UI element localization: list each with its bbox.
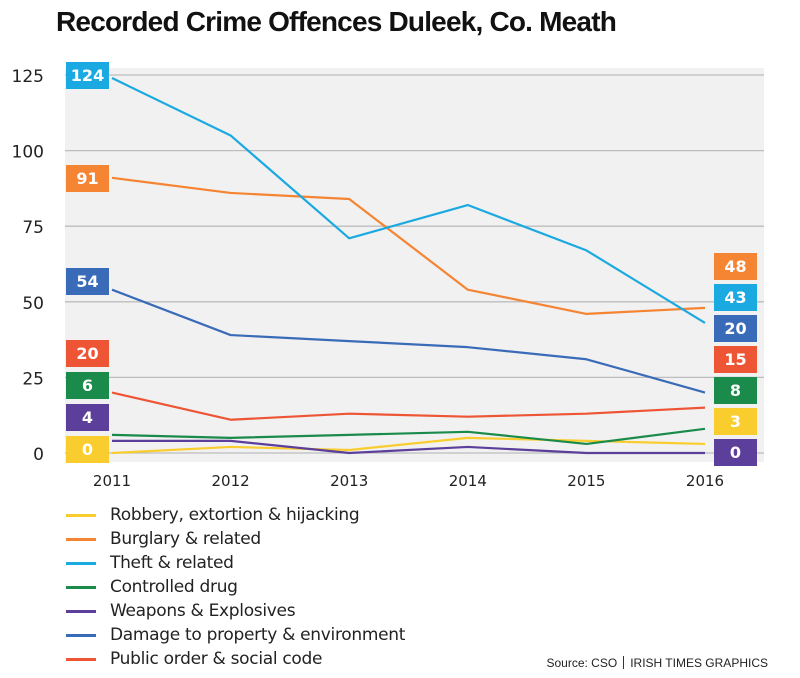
plot-background <box>65 68 764 462</box>
value-label-text: 43 <box>724 288 746 307</box>
separator <box>623 656 625 669</box>
legend-item: Public order & social code <box>66 647 405 671</box>
legend-swatch <box>66 537 96 541</box>
y-tick-label: 25 <box>22 369 44 389</box>
legend-item: Weapons & Explosives <box>66 599 405 623</box>
legend-label: Robbery, extortion & hijacking <box>110 505 360 525</box>
legend-swatch <box>66 561 96 565</box>
x-tick-label: 2013 <box>330 472 368 490</box>
x-axis-ticks: 2011 2012 2013 2014 2015 2016 <box>93 472 724 490</box>
x-tick-label: 2015 <box>567 472 605 490</box>
value-label-text: 54 <box>76 272 98 291</box>
x-tick-label: 2012 <box>212 472 250 490</box>
start-value-label: 54 <box>66 268 109 295</box>
value-label-text: 20 <box>76 344 98 363</box>
value-label-text: 15 <box>724 350 746 369</box>
value-label-text: 124 <box>71 66 104 85</box>
start-value-labels: 124 91 54 20 6 4 0 <box>66 62 109 463</box>
value-label-text: 20 <box>724 319 746 338</box>
value-label-box <box>66 165 109 192</box>
y-tick-label: 50 <box>22 294 44 314</box>
start-value-label: 0 <box>66 436 109 463</box>
source-credit: Source: CSO IRISH TIMES GRAPHICS <box>546 656 768 670</box>
value-label: 20 <box>714 315 757 342</box>
legend-label: Controlled drug <box>110 577 238 597</box>
value-label-text: 8 <box>730 381 741 400</box>
x-tick-label: 2011 <box>93 472 131 490</box>
legend-item: Robbery, extortion & hijacking <box>66 503 405 527</box>
value-label-box <box>714 315 757 342</box>
value-label: 0 <box>714 439 757 466</box>
value-label: 3 <box>714 408 757 435</box>
end-value-labels: 48 43 20 15 8 3 0 <box>714 253 757 466</box>
value-label-box <box>714 253 757 280</box>
series-line <box>111 77 706 324</box>
legend-item: Controlled drug <box>66 575 405 599</box>
value-label-box <box>66 340 109 367</box>
start-value-label: 91 <box>66 165 109 192</box>
series-line <box>111 427 706 446</box>
x-tick-label: 2014 <box>449 472 487 490</box>
start-value-label: 20 <box>66 340 109 367</box>
value-label-box <box>714 346 757 373</box>
value-label-text: 91 <box>76 169 98 188</box>
legend-swatch <box>66 585 96 589</box>
value-label-box <box>714 408 757 435</box>
series-line <box>112 439 705 455</box>
legend-label: Damage to property & environment <box>110 625 406 645</box>
value-label-box <box>714 439 757 466</box>
value-label-text: 0 <box>82 440 93 459</box>
series-line <box>111 288 706 394</box>
value-label-box <box>66 372 109 399</box>
x-tick-label: 2016 <box>686 472 724 490</box>
value-label-box <box>66 436 109 463</box>
start-value-label: 124 <box>66 62 109 89</box>
value-label-text: 4 <box>82 408 93 427</box>
legend-label: Burglary & related <box>110 529 261 549</box>
legend-swatch <box>66 513 96 517</box>
source-text: Source: CSO <box>546 656 618 670</box>
gridlines <box>65 74 764 454</box>
value-label: 43 <box>714 284 757 311</box>
value-label-text: 0 <box>730 443 741 462</box>
legend-label: Theft & related <box>110 553 234 573</box>
value-label-box <box>66 268 109 295</box>
value-label: 8 <box>714 377 757 404</box>
y-axis-ticks: 0 25 50 75 100 125 <box>12 67 44 465</box>
value-label: 15 <box>714 346 757 373</box>
value-label-text: 6 <box>82 376 93 395</box>
legend: Robbery, extortion & hijacking Burglary &… <box>66 503 405 671</box>
series-lines <box>111 77 706 455</box>
legend-swatch <box>66 657 96 661</box>
value-label: 48 <box>714 253 757 280</box>
credit-text: IRISH TIMES GRAPHICS <box>630 656 768 670</box>
series-line <box>111 391 706 421</box>
value-label-text: 3 <box>730 412 741 431</box>
legend-item: Burglary & related <box>66 527 405 551</box>
chart-title: Recorded Crime Offences Duleek, Co. Meat… <box>56 6 617 37</box>
value-label-text: 48 <box>724 257 746 276</box>
legend-swatch <box>66 609 96 613</box>
legend-swatch <box>66 633 96 637</box>
legend-label: Weapons & Explosives <box>110 601 296 621</box>
y-tick-label: 100 <box>12 143 44 163</box>
start-value-label: 4 <box>66 404 109 431</box>
value-label-box <box>66 62 109 89</box>
y-tick-label: 0 <box>33 445 44 465</box>
legend-item: Damage to property & environment <box>66 623 405 647</box>
y-tick-label: 125 <box>12 67 44 87</box>
series-line <box>111 176 706 315</box>
value-label-box <box>714 284 757 311</box>
y-tick-label: 75 <box>22 218 44 238</box>
value-label-box <box>66 404 109 431</box>
start-value-label: 6 <box>66 372 109 399</box>
legend-label: Public order & social code <box>110 649 323 669</box>
legend-item: Theft & related <box>66 551 405 575</box>
value-label-box <box>714 377 757 404</box>
